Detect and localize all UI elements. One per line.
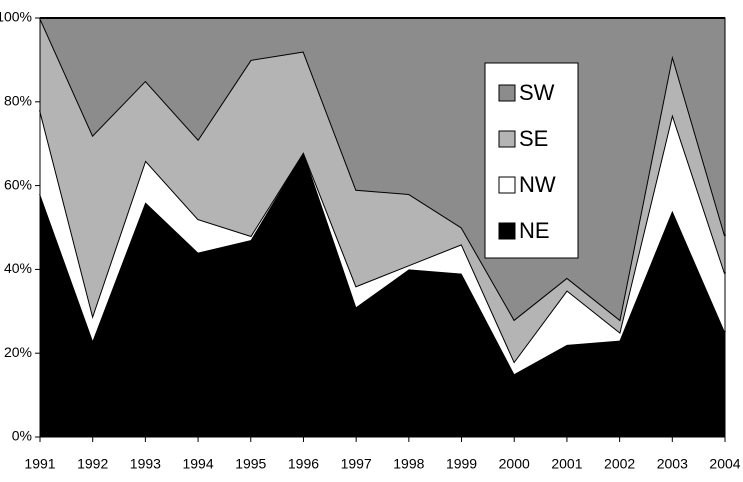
legend-swatch bbox=[498, 176, 516, 194]
x-tick-label: 1992 bbox=[77, 456, 108, 472]
x-tick-label: 2004 bbox=[709, 456, 740, 472]
x-tick-label: 1999 bbox=[446, 456, 477, 472]
x-tick-label: 1993 bbox=[130, 456, 161, 472]
legend: SW SE NW NE bbox=[484, 62, 579, 259]
plot-frame bbox=[39, 17, 726, 438]
legend-label: SW bbox=[519, 80, 555, 105]
legend-label: SE bbox=[519, 126, 548, 151]
x-tick-label: 2001 bbox=[551, 456, 582, 472]
y-tick-label: 20% bbox=[4, 344, 32, 360]
x-tick-label: 2000 bbox=[499, 456, 530, 472]
legend-label: NW bbox=[519, 172, 556, 197]
legend-swatch bbox=[498, 84, 516, 102]
y-tick-label: 80% bbox=[4, 93, 32, 109]
x-tick-label: 1997 bbox=[341, 456, 372, 472]
x-tick-label: 2003 bbox=[657, 456, 688, 472]
area bbox=[40, 152, 725, 437]
y-tick-label: 100% bbox=[0, 9, 32, 25]
x-tick-label: 1995 bbox=[235, 456, 266, 472]
x-tick-label: 1991 bbox=[24, 456, 55, 472]
x-tick-label: 1994 bbox=[182, 456, 213, 472]
legend-swatch bbox=[498, 130, 516, 148]
x-tick-label: 2002 bbox=[604, 456, 635, 472]
x-tick-label: 1998 bbox=[393, 456, 424, 472]
legend-swatch bbox=[498, 222, 516, 240]
x-tick-label: 1996 bbox=[288, 456, 319, 472]
y-tick-label: 0% bbox=[12, 428, 32, 444]
legend-label: NE bbox=[519, 218, 550, 243]
y-tick-label: 60% bbox=[4, 176, 32, 192]
y-tick-label: 40% bbox=[4, 260, 32, 276]
area bbox=[40, 18, 725, 362]
